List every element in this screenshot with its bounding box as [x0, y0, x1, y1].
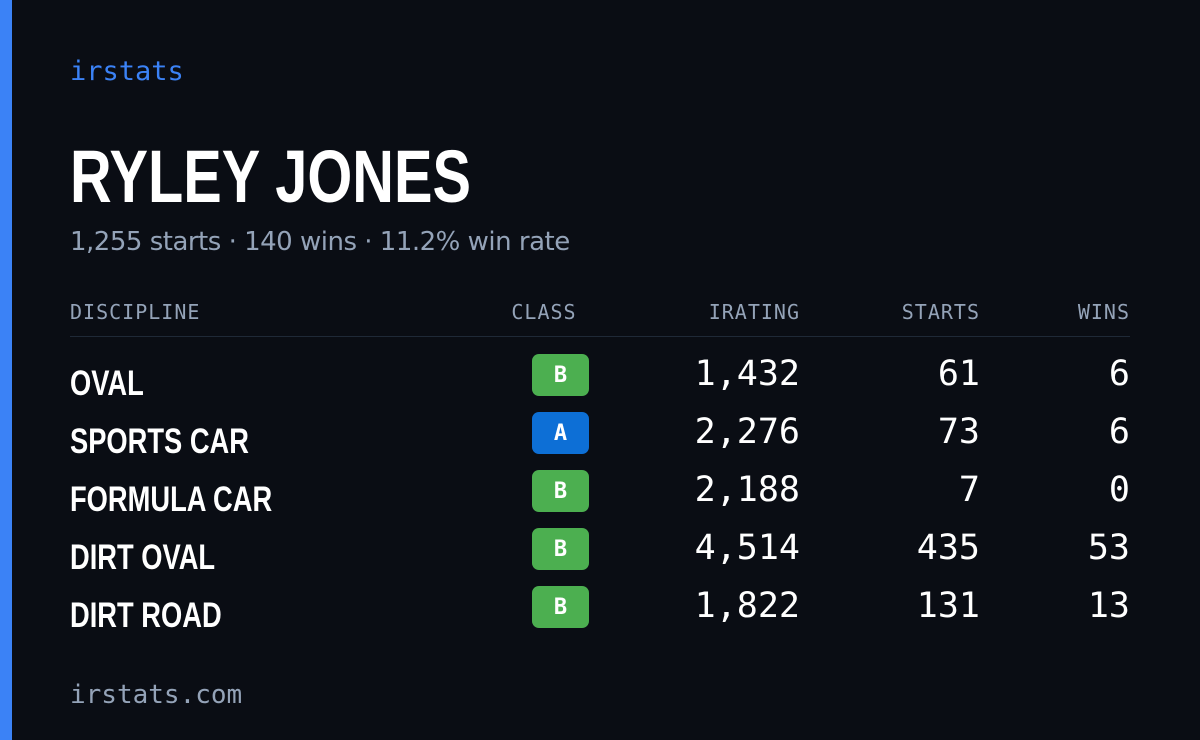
wins-value: 6: [1108, 354, 1130, 394]
wins-value: 6: [1108, 412, 1130, 452]
irating-value: 4,514: [694, 528, 800, 568]
header-starts: STARTS: [901, 300, 980, 324]
table-header: DISCIPLINE CLASS IRATING STARTS WINS: [70, 300, 1130, 337]
wins-value: 53: [1087, 528, 1130, 568]
irating-value: 2,188: [694, 470, 800, 510]
starts-value: 131: [916, 586, 980, 626]
accent-bar: [0, 0, 12, 740]
wins-value: 13: [1087, 586, 1130, 626]
header-class: CLASS: [511, 300, 577, 324]
header-discipline: DISCIPLINE: [70, 300, 201, 324]
irating-value: 1,432: [694, 354, 800, 394]
discipline-name: SPORTS CAR: [70, 422, 249, 461]
stats-table: DISCIPLINE CLASS IRATING STARTS WINS OVA…: [70, 300, 1130, 644]
discipline-name: FORMULA CAR: [70, 480, 273, 519]
irating-value: 1,822: [694, 586, 800, 626]
driver-name: RYLEY JONES: [70, 135, 471, 218]
class-badge: B: [532, 528, 589, 570]
discipline-name: OVAL: [70, 364, 144, 403]
table-row: DIRT OVAL B 4,514 435 53: [70, 528, 1130, 586]
discipline-name: DIRT OVAL: [70, 538, 216, 577]
brand-logo: irstats: [70, 56, 184, 87]
starts-value: 435: [916, 528, 980, 568]
class-badge: B: [532, 354, 589, 396]
starts-value: 7: [958, 470, 980, 510]
table-row: SPORTS CAR A 2,276 73 6: [70, 412, 1130, 470]
driver-summary: 1,255 starts · 140 wins · 11.2% win rate: [70, 227, 570, 257]
table-row: FORMULA CAR B 2,188 7 0: [70, 470, 1130, 528]
table-row: OVAL B 1,432 61 6: [70, 354, 1130, 412]
site-url: irstats.com: [70, 680, 243, 710]
irating-value: 2,276: [694, 412, 800, 452]
header-irating: IRATING: [708, 300, 800, 324]
header-wins: WINS: [1077, 300, 1130, 324]
class-badge: B: [532, 586, 589, 628]
class-badge: B: [532, 470, 589, 512]
wins-value: 0: [1108, 470, 1130, 510]
discipline-name: DIRT ROAD: [70, 596, 222, 635]
starts-value: 73: [937, 412, 980, 452]
starts-value: 61: [937, 354, 980, 394]
table-row: DIRT ROAD B 1,822 131 13: [70, 586, 1130, 644]
table-body: OVAL B 1,432 61 6 SPORTS CAR A 2,276 73 …: [70, 354, 1130, 644]
class-badge: A: [532, 412, 589, 454]
